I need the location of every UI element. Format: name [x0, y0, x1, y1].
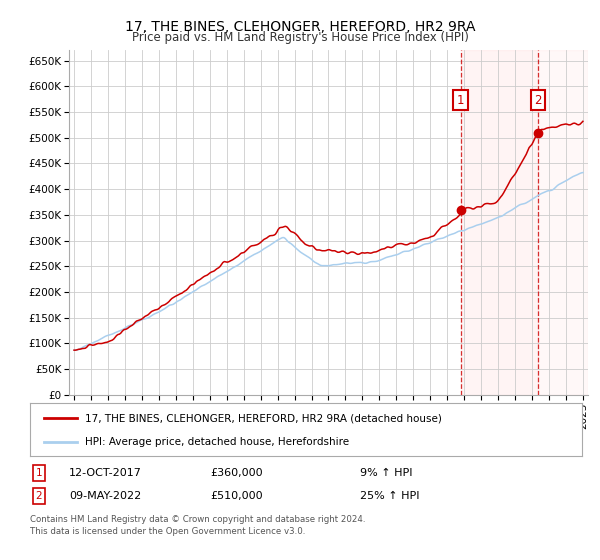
- Text: 09-MAY-2022: 09-MAY-2022: [69, 491, 141, 501]
- Text: 9% ↑ HPI: 9% ↑ HPI: [360, 468, 413, 478]
- Text: £360,000: £360,000: [210, 468, 263, 478]
- Text: 17, THE BINES, CLEHONGER, HEREFORD, HR2 9RA (detached house): 17, THE BINES, CLEHONGER, HEREFORD, HR2 …: [85, 413, 442, 423]
- Text: Price paid vs. HM Land Registry's House Price Index (HPI): Price paid vs. HM Land Registry's House …: [131, 31, 469, 44]
- Text: 1: 1: [35, 468, 43, 478]
- Text: 2: 2: [535, 94, 542, 107]
- Text: This data is licensed under the Open Government Licence v3.0.: This data is licensed under the Open Gov…: [30, 528, 305, 536]
- Text: 2: 2: [35, 491, 43, 501]
- Text: Contains HM Land Registry data © Crown copyright and database right 2024.: Contains HM Land Registry data © Crown c…: [30, 515, 365, 524]
- Bar: [461, 50, 538, 395]
- Bar: [538, 50, 588, 395]
- Text: £510,000: £510,000: [210, 491, 263, 501]
- Text: 25% ↑ HPI: 25% ↑ HPI: [360, 491, 419, 501]
- Text: 17, THE BINES, CLEHONGER, HEREFORD, HR2 9RA: 17, THE BINES, CLEHONGER, HEREFORD, HR2 …: [125, 20, 475, 34]
- Text: 1: 1: [457, 94, 464, 107]
- Text: 12-OCT-2017: 12-OCT-2017: [69, 468, 142, 478]
- Text: HPI: Average price, detached house, Herefordshire: HPI: Average price, detached house, Here…: [85, 436, 349, 446]
